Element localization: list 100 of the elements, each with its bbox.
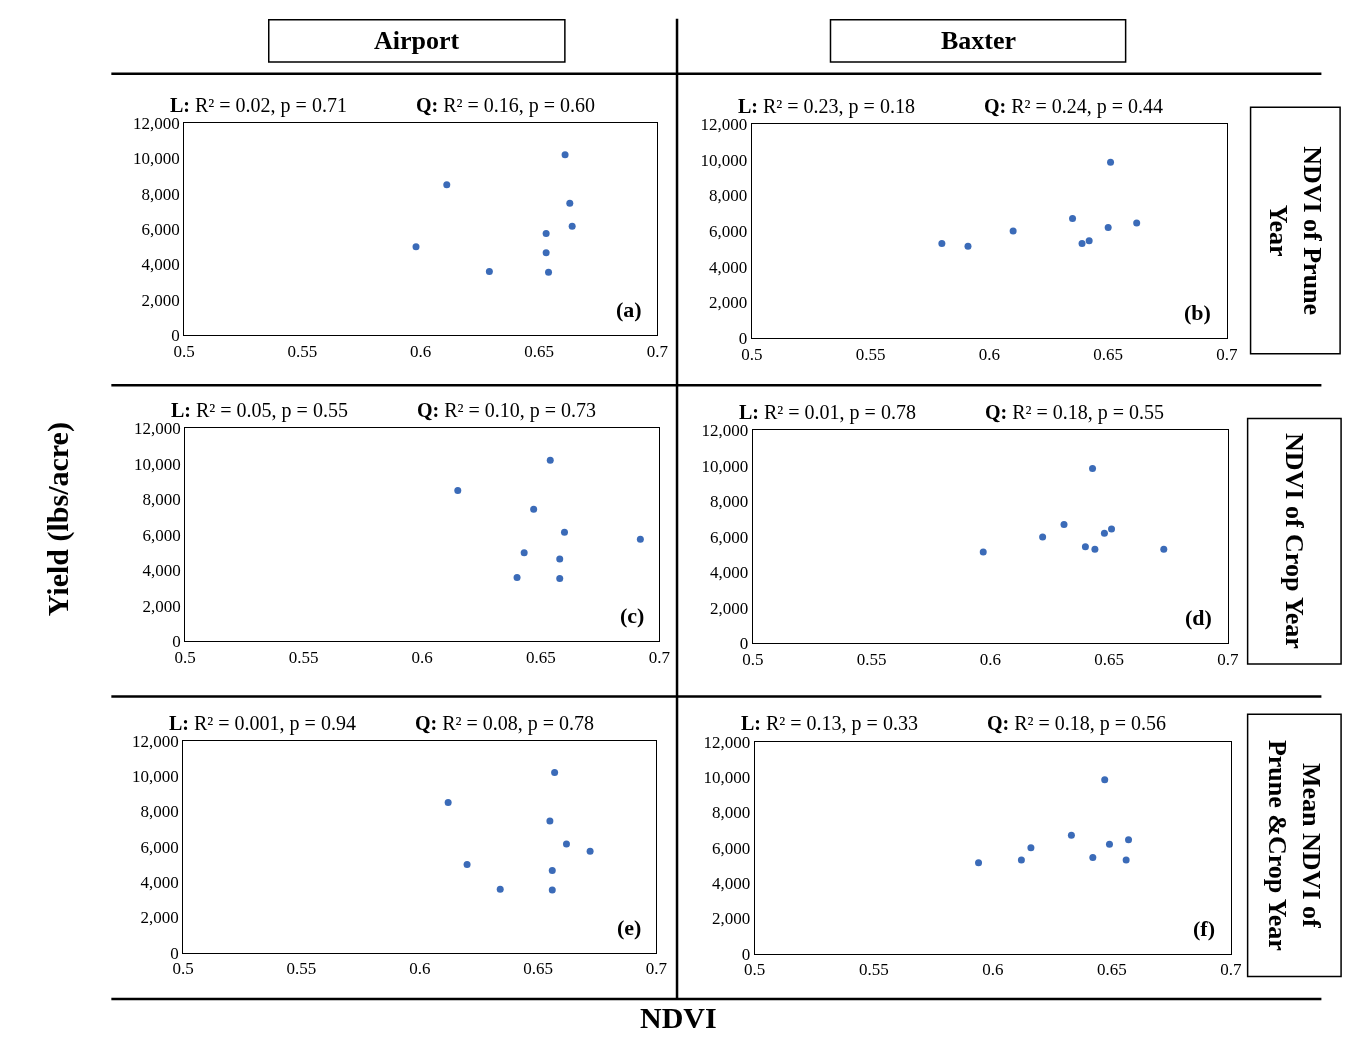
y-tick-label: 4,000 bbox=[141, 255, 180, 275]
x-tick-label: 0.65 bbox=[1093, 344, 1124, 364]
x-tick-label: 0.55 bbox=[855, 344, 886, 364]
point bbox=[561, 151, 569, 159]
point bbox=[444, 799, 452, 807]
x-tick-label: 0.7 bbox=[1220, 960, 1243, 980]
y-tick-label: 12,000 bbox=[132, 113, 180, 133]
point bbox=[556, 555, 564, 563]
x-tick-label: 0.55 bbox=[286, 959, 317, 979]
y-tick-label: 6,000 bbox=[140, 837, 179, 857]
point bbox=[1089, 853, 1097, 861]
x-tick-label: 0.7 bbox=[1217, 649, 1240, 669]
annotation: (d) bbox=[1185, 605, 1212, 630]
y-tick-label: 8,000 bbox=[711, 803, 751, 823]
y-tick-label: 2,000 bbox=[709, 293, 748, 313]
x-tick-label: 0.6 bbox=[409, 959, 431, 979]
point bbox=[530, 505, 538, 513]
point bbox=[1089, 465, 1097, 473]
text: NDVI of Crop Year bbox=[1279, 432, 1309, 649]
y-tick-label: 6,000 bbox=[141, 219, 180, 239]
annotation: (e) bbox=[617, 915, 642, 940]
x-tick-label: 0.55 bbox=[287, 341, 318, 361]
text: L: R² = 0.13, p = 0.33 bbox=[741, 712, 918, 734]
point bbox=[1160, 545, 1168, 553]
point bbox=[566, 199, 574, 207]
x-tick-label: 0.6 bbox=[979, 649, 1001, 669]
text: Q: R² = 0.24, p = 0.44 bbox=[984, 95, 1164, 118]
text: Q: R² = 0.10, p = 0.73 bbox=[417, 399, 597, 422]
point bbox=[568, 222, 576, 230]
y-tick-label: 8,000 bbox=[709, 186, 748, 206]
x-tick-label: 0.7 bbox=[646, 341, 669, 361]
point bbox=[979, 548, 987, 556]
point bbox=[551, 769, 559, 776]
y-tick-label: 6,000 bbox=[142, 525, 181, 545]
point bbox=[545, 268, 553, 276]
y-tick-label: 2,000 bbox=[141, 290, 180, 310]
point bbox=[485, 267, 493, 275]
y-tick-label: 6,000 bbox=[710, 527, 749, 547]
x-tick-label: 0.55 bbox=[858, 960, 889, 980]
y-tick-label: 2,000 bbox=[142, 596, 181, 616]
y-tick-label: 10,000 bbox=[133, 454, 181, 474]
point bbox=[542, 249, 550, 257]
y-tick-label: 2,000 bbox=[711, 909, 751, 929]
point bbox=[1039, 533, 1047, 541]
point bbox=[1107, 158, 1115, 166]
text: NDVI of Prune Year bbox=[1264, 146, 1327, 316]
point bbox=[1078, 239, 1086, 247]
text: Yield (lbs/acre) bbox=[40, 422, 75, 617]
text: Q: R² = 0.18, p = 0.55 bbox=[985, 401, 1165, 424]
text: Mean NDVI of Prune &Crop Year bbox=[1262, 739, 1326, 951]
point bbox=[542, 229, 550, 237]
point bbox=[586, 847, 594, 855]
y-tick-label: 4,000 bbox=[142, 561, 181, 581]
text: L: R² = 0.05, p = 0.55 bbox=[171, 399, 348, 421]
point bbox=[454, 487, 462, 495]
point bbox=[636, 535, 644, 543]
point bbox=[546, 456, 554, 464]
point bbox=[562, 840, 570, 848]
x-tick-label: 0.6 bbox=[982, 960, 1004, 980]
point bbox=[1122, 856, 1130, 864]
x-tick-label: 0.7 bbox=[1216, 344, 1239, 364]
point bbox=[513, 574, 521, 582]
y-tick-label: 10,000 bbox=[700, 150, 748, 170]
x-tick-label: 0.55 bbox=[856, 649, 887, 669]
point bbox=[1067, 831, 1075, 839]
x-tick-label: 0.65 bbox=[523, 959, 553, 979]
x-tick-label: 0.7 bbox=[645, 959, 668, 979]
y-tick-label: 4,000 bbox=[709, 257, 748, 277]
y-tick-label: 6,000 bbox=[711, 838, 751, 858]
point bbox=[520, 549, 528, 557]
text: Q: R² = 0.08, p = 0.78 bbox=[415, 712, 595, 735]
y-tick-label: 10,000 bbox=[131, 766, 179, 786]
annotation: (a) bbox=[616, 297, 642, 322]
point bbox=[964, 242, 972, 250]
text: L: R² = 0.02, p = 0.71 bbox=[170, 94, 347, 116]
x-tick-label: 0.6 bbox=[410, 341, 432, 361]
point bbox=[975, 859, 983, 867]
point bbox=[560, 528, 568, 536]
text: L: R² = 0.01, p = 0.78 bbox=[739, 401, 916, 423]
point bbox=[443, 181, 451, 189]
point bbox=[1009, 227, 1017, 235]
y-tick-label: 10,000 bbox=[701, 456, 749, 476]
text: Baxter bbox=[941, 26, 1017, 55]
y-tick-label: 8,000 bbox=[140, 802, 179, 822]
point bbox=[412, 243, 420, 251]
point bbox=[1105, 840, 1113, 848]
y-tick-label: 2,000 bbox=[140, 908, 179, 928]
annotation: (b) bbox=[1184, 300, 1211, 325]
point bbox=[1091, 545, 1099, 553]
point bbox=[1101, 776, 1109, 784]
point bbox=[938, 239, 946, 247]
text: L: R² = 0.23, p = 0.18 bbox=[738, 95, 915, 117]
text: Q: R² = 0.18, p = 0.56 bbox=[987, 712, 1167, 735]
point bbox=[556, 574, 564, 582]
y-tick-label: 8,000 bbox=[142, 490, 181, 510]
y-tick-label: 10,000 bbox=[703, 767, 751, 787]
x-tick-label: 0.7 bbox=[648, 647, 671, 667]
point bbox=[1017, 856, 1025, 864]
y-tick-label: 12,000 bbox=[703, 732, 751, 752]
point bbox=[1104, 223, 1112, 231]
